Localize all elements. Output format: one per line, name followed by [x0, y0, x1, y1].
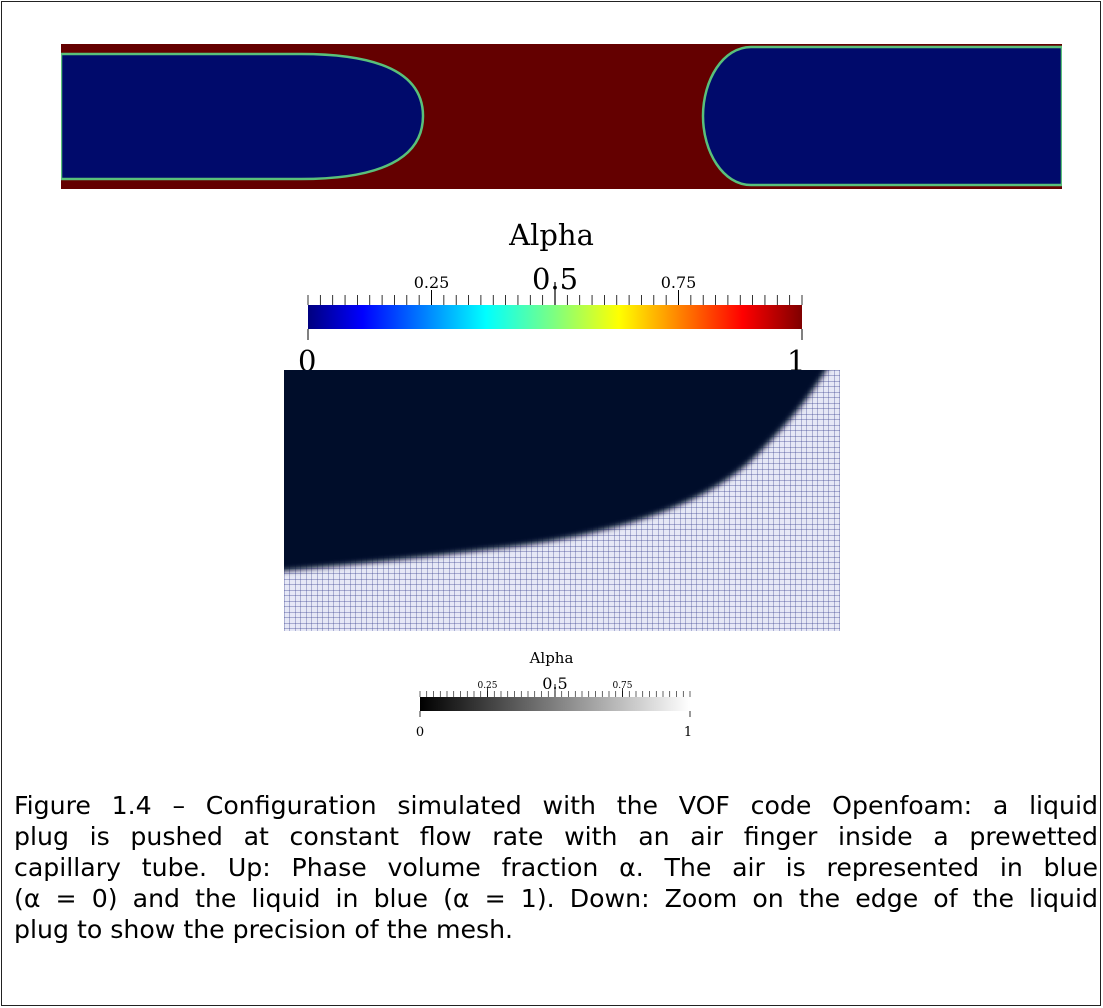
bottom-tick-025-label: 0.25: [477, 681, 497, 691]
top-tick-05-label: 0.5: [532, 262, 578, 296]
simulation-field: [61, 44, 1062, 189]
air-region: [284, 370, 827, 572]
bottom-colorbar-title: Alpha: [529, 649, 574, 667]
air-finger-left: [61, 52, 425, 181]
mesh-zoom-view: [284, 370, 840, 631]
bottom-tick-1-label: 1: [684, 725, 692, 740]
caption-line-5: plug to show the precision of the mesh.: [14, 915, 514, 944]
caption-line-2: plug is pushed at constant flow rate wit…: [14, 822, 1098, 851]
top-colorbar: 0.25 0.5 0.75 0 1: [298, 262, 805, 378]
top-colorbar-title: Alpha: [509, 218, 594, 252]
figure-caption: Figure 1.4 – Configuration simulated wit…: [14, 790, 1098, 945]
bottom-colorbar: 0.25 0.5 0.75 0 1: [416, 674, 692, 740]
top-tick-025-label: 0.25: [414, 273, 450, 292]
caption-line-1: Figure 1.4 – Configuration simulated wit…: [14, 791, 1098, 820]
caption-line-3: capillary tube. Up: Phase volume fractio…: [14, 853, 1098, 882]
top-tick-0-label: 0: [298, 344, 316, 378]
bottom-colorbar-gradient: [420, 697, 690, 711]
top-tick-075-label: 0.75: [661, 273, 697, 292]
bottom-tick-075-label: 0.75: [612, 681, 632, 691]
bottom-tick-0-label: 0: [416, 725, 424, 740]
top-colorbar-gradient: [308, 305, 802, 329]
air-finger-right: [701, 45, 1062, 187]
top-tick-1-label: 1: [787, 344, 805, 378]
bottom-tick-05-label: 0.5: [542, 674, 567, 693]
caption-line-4: (α = 0) and the liquid in blue (α = 1). …: [14, 884, 1098, 913]
